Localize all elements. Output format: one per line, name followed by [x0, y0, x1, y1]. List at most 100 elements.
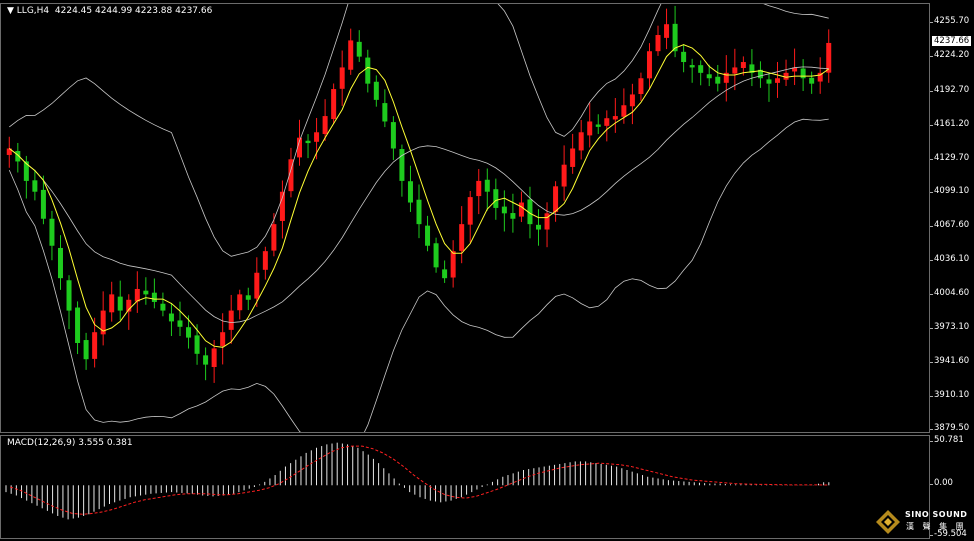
candle-body	[331, 89, 337, 120]
candle-body	[792, 67, 798, 72]
candle-body	[92, 332, 98, 359]
candle-body	[314, 132, 320, 142]
chart-header: ▼ LLG,H4 4224.45 4244.99 4223.88 4237.66	[7, 6, 212, 16]
candle-body	[348, 40, 354, 70]
candle-body	[442, 269, 448, 279]
macd-chart-svg	[5, 442, 830, 520]
price-tick-mark	[930, 429, 933, 430]
candle-body	[459, 224, 465, 251]
candle-body	[237, 294, 243, 311]
logo-emblem-icon	[876, 510, 900, 534]
candle-body	[621, 105, 627, 117]
price-tick-label: 3941.60	[934, 355, 970, 366]
price-tick-label: 4099.10	[934, 185, 970, 196]
logo-subtitle: 漢 聲 集 團	[906, 522, 967, 531]
candle-body	[578, 132, 584, 151]
moving-average-line	[8, 44, 829, 348]
candle-body	[186, 327, 192, 338]
candle-body	[288, 159, 294, 192]
candle-body	[49, 218, 55, 246]
candle-body	[271, 224, 277, 251]
price-tick-label: 4067.60	[934, 219, 970, 230]
candle-body	[476, 180, 482, 197]
candle-body	[501, 206, 507, 214]
candle-body	[689, 65, 695, 68]
price-tick-label: 4192.70	[934, 84, 970, 95]
candle-body	[664, 24, 670, 38]
candle-body	[365, 57, 371, 84]
candle-body	[339, 67, 345, 89]
candle-body	[536, 224, 542, 230]
price-tick-label: 4161.20	[934, 118, 970, 129]
price-tick-mark	[930, 158, 933, 160]
candle-body	[766, 79, 772, 84]
candle-body	[715, 76, 721, 84]
candle-body	[23, 161, 29, 181]
candle-body	[168, 313, 174, 322]
price-tick-mark	[930, 395, 933, 397]
macd-tick-label: -59.504	[934, 529, 967, 539]
candle-body	[484, 179, 490, 192]
candle-body	[134, 288, 140, 302]
candle-body	[279, 191, 285, 221]
sino-sound-logo: SINO SOUND 漢 聲 集 團	[874, 508, 974, 540]
price-tick-label: 3910.10	[934, 389, 970, 400]
candle-body	[698, 65, 704, 73]
candle-body	[322, 116, 328, 135]
candle-body	[399, 149, 405, 181]
candle-body	[561, 164, 567, 187]
candle-body	[151, 292, 157, 302]
price-tick-label: 3879.50	[934, 423, 970, 433]
candle-body	[100, 310, 106, 335]
price-tick-mark	[930, 56, 933, 58]
candle-body	[57, 247, 63, 279]
candle-body	[211, 348, 217, 368]
price-tick-mark	[930, 90, 933, 92]
candle-body	[732, 67, 738, 74]
candle-body	[826, 42, 832, 73]
macd-tick-label: 0.00	[934, 478, 953, 489]
candle-body	[672, 23, 678, 52]
candle-body	[809, 77, 815, 84]
ohlc-values: 4224.45 4244.99 4223.88 4237.66	[54, 6, 213, 16]
candle-body	[15, 150, 21, 162]
macd-tick-mark	[930, 535, 933, 536]
candle-body	[66, 280, 72, 311]
candle-body	[646, 51, 652, 79]
candle-body	[296, 137, 302, 158]
price-tick-mark	[930, 293, 933, 295]
candle-body	[390, 122, 396, 149]
candle-body	[510, 213, 516, 219]
candle-body	[467, 197, 473, 225]
price-tick-mark	[930, 191, 933, 193]
candle-body	[356, 41, 362, 57]
price-tick-label: 4036.10	[934, 253, 970, 264]
candle-body	[604, 118, 610, 126]
candle-body	[407, 181, 413, 203]
candle-body	[570, 148, 576, 167]
price-axis: 4255.70 4224.20 4192.70 4161.20 4129.70 4099.…	[930, 0, 974, 541]
candle-body	[740, 62, 746, 69]
candle-body	[757, 69, 763, 79]
macd-tick-mark	[930, 484, 933, 486]
price-chart-pane[interactable]: ▼ LLG,H4 4224.45 4244.99 4223.88 4237.66	[0, 3, 930, 433]
candle-body	[416, 199, 422, 225]
price-tick-label: 4004.60	[934, 287, 970, 298]
candle-body	[126, 299, 132, 312]
macd-pane[interactable]: MACD(12,26,9) 3.555 0.381	[0, 435, 930, 539]
candle-body	[775, 78, 781, 83]
macd-signal-line	[10, 445, 828, 515]
macd-header: MACD(12,26,9) 3.555 0.381	[7, 438, 133, 448]
dropdown-triangle-icon[interactable]: ▼	[7, 6, 14, 16]
price-tick-mark	[930, 259, 933, 261]
candle-body	[382, 103, 388, 122]
bollinger-lower-line	[8, 118, 829, 432]
candle-body	[817, 72, 823, 82]
price-tick-mark	[930, 327, 933, 329]
candle-body	[433, 243, 439, 268]
macd-tick-mark	[930, 441, 933, 442]
candle-body	[228, 310, 234, 330]
candle-body	[800, 68, 806, 79]
candle-body	[749, 64, 755, 73]
candle-body	[553, 186, 559, 212]
